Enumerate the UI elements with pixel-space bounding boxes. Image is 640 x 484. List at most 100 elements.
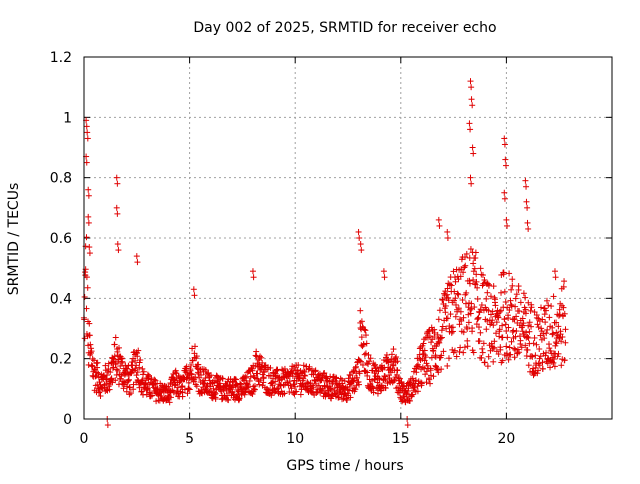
data-point	[562, 339, 569, 346]
axis-ticks: 0 0.2 0.4 0.6 0.8 1 1.2 0 5 10 15 20	[50, 50, 612, 447]
data-point	[119, 378, 126, 385]
data-point	[414, 383, 421, 390]
data-point	[443, 325, 450, 332]
data-point	[394, 367, 401, 374]
data-point	[83, 274, 90, 281]
data-point	[395, 375, 402, 382]
data-point	[527, 307, 534, 314]
data-point	[501, 135, 508, 142]
data-point	[250, 274, 257, 281]
data-point	[510, 327, 517, 334]
data-point	[355, 228, 362, 235]
data-point	[133, 253, 140, 260]
data-point	[524, 333, 531, 340]
data-point	[546, 314, 553, 321]
data-point	[144, 385, 151, 392]
data-point	[86, 332, 93, 339]
data-point	[467, 174, 474, 181]
data-point	[469, 328, 476, 335]
data-point	[535, 367, 542, 374]
data-point	[281, 365, 288, 372]
data-point	[554, 353, 561, 360]
data-point	[96, 389, 103, 396]
data-point	[315, 371, 322, 378]
data-point	[469, 102, 476, 109]
data-point	[191, 292, 198, 299]
data-point	[501, 141, 508, 148]
data-point	[530, 369, 537, 376]
data-point	[423, 368, 430, 375]
data-point	[251, 386, 258, 393]
data-point	[537, 304, 544, 311]
data-point	[186, 386, 193, 393]
data-point	[532, 352, 539, 359]
data-point	[380, 268, 387, 275]
data-point	[501, 189, 508, 196]
data-point	[467, 310, 474, 317]
data-point	[496, 333, 503, 340]
data-point	[439, 296, 446, 303]
data-point	[476, 309, 483, 316]
data-point	[484, 289, 491, 296]
data-point	[197, 371, 204, 378]
data-point	[467, 78, 474, 85]
data-point	[519, 315, 526, 322]
data-point	[460, 329, 467, 336]
data-point	[326, 377, 333, 384]
data-point	[113, 366, 120, 373]
data-point	[188, 361, 195, 368]
data-point	[394, 366, 401, 373]
data-point	[358, 247, 365, 254]
x-axis-label: GPS time / hours	[286, 458, 403, 474]
data-point	[520, 320, 527, 327]
data-point	[236, 395, 243, 402]
data-point	[304, 379, 311, 386]
data-point	[449, 346, 456, 353]
data-point	[390, 346, 397, 353]
data-point	[503, 328, 510, 335]
data-point	[503, 343, 510, 350]
data-point	[409, 375, 416, 382]
data-point	[464, 337, 471, 344]
data-point	[531, 334, 538, 341]
data-point	[539, 359, 546, 366]
data-point	[437, 335, 444, 342]
data-point	[453, 353, 460, 360]
data-point	[444, 362, 451, 369]
data-point	[533, 341, 540, 348]
data-point	[555, 323, 562, 330]
data-point	[460, 349, 467, 356]
data-point	[406, 397, 413, 404]
data-point	[470, 260, 477, 267]
data-point	[511, 345, 518, 352]
data-point	[462, 300, 469, 307]
data-point	[553, 340, 560, 347]
data-point	[104, 372, 111, 379]
data-point	[249, 367, 256, 374]
data-point	[395, 384, 402, 391]
data-point	[134, 369, 141, 376]
data-point	[85, 213, 92, 220]
data-point	[312, 367, 319, 374]
data-point	[561, 357, 568, 364]
data-point	[522, 177, 529, 184]
data-point	[538, 325, 545, 332]
data-point	[449, 328, 456, 335]
data-point	[381, 373, 388, 380]
data-point	[210, 385, 217, 392]
data-point	[175, 372, 182, 379]
data-point	[390, 362, 397, 369]
data-point	[211, 379, 218, 386]
data-point	[164, 392, 171, 399]
data-point	[489, 317, 496, 324]
data-point	[258, 365, 265, 372]
data-point	[426, 376, 433, 383]
data-point	[115, 344, 122, 351]
data-point	[540, 330, 547, 337]
data-point	[542, 352, 549, 359]
data-point	[112, 377, 119, 384]
data-point	[462, 254, 469, 261]
data-point	[542, 319, 549, 326]
data-point	[522, 294, 529, 301]
